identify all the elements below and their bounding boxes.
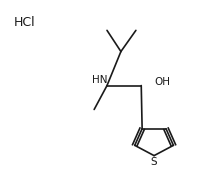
Text: HN: HN — [92, 75, 107, 85]
Text: HCl: HCl — [14, 17, 36, 29]
Text: OH: OH — [155, 77, 171, 87]
Text: S: S — [151, 158, 157, 167]
